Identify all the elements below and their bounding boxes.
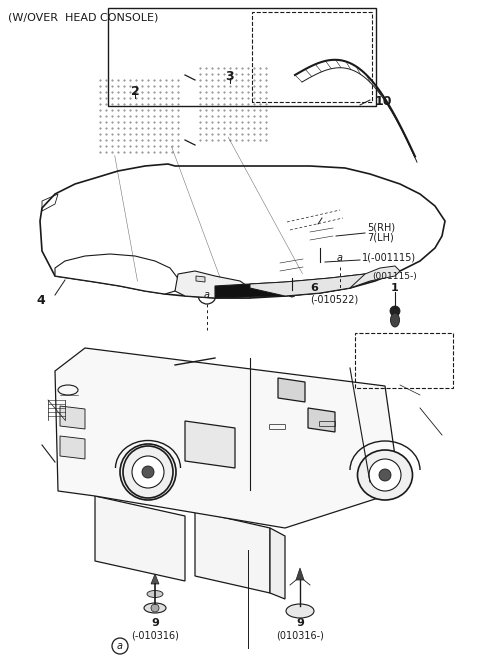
Polygon shape <box>60 436 85 459</box>
Polygon shape <box>270 528 285 599</box>
Text: a: a <box>337 253 343 263</box>
Ellipse shape <box>286 604 314 618</box>
Text: 5(RH): 5(RH) <box>367 223 395 233</box>
Circle shape <box>288 289 296 297</box>
Text: 9: 9 <box>151 618 159 628</box>
Circle shape <box>331 249 349 267</box>
Circle shape <box>151 604 159 612</box>
Polygon shape <box>250 274 370 296</box>
Text: 9: 9 <box>296 618 304 628</box>
Text: 10: 10 <box>375 95 393 108</box>
Text: (010316-): (010316-) <box>276 630 324 640</box>
Polygon shape <box>215 274 372 298</box>
Polygon shape <box>55 254 180 294</box>
Polygon shape <box>195 511 270 593</box>
Polygon shape <box>308 408 335 432</box>
Circle shape <box>369 459 401 491</box>
Polygon shape <box>175 271 250 298</box>
Polygon shape <box>196 276 205 282</box>
Polygon shape <box>55 348 400 528</box>
Text: a: a <box>204 290 210 300</box>
Polygon shape <box>350 266 400 288</box>
Circle shape <box>64 207 72 213</box>
Circle shape <box>112 638 128 654</box>
Circle shape <box>142 466 154 478</box>
Text: a: a <box>117 641 123 651</box>
Text: (-010316): (-010316) <box>131 630 179 640</box>
Ellipse shape <box>391 313 399 327</box>
Polygon shape <box>296 568 304 580</box>
Polygon shape <box>278 378 305 402</box>
Polygon shape <box>185 421 235 468</box>
Text: (-010522): (-010522) <box>310 295 358 305</box>
Text: (W/OVER  HEAD CONSOLE): (W/OVER HEAD CONSOLE) <box>8 12 158 22</box>
Text: 3: 3 <box>226 70 234 83</box>
Polygon shape <box>40 164 445 298</box>
Text: 2: 2 <box>131 85 139 98</box>
Circle shape <box>316 261 324 269</box>
Ellipse shape <box>147 590 163 598</box>
Text: 7(LH): 7(LH) <box>367 233 394 243</box>
Ellipse shape <box>123 446 173 498</box>
Circle shape <box>286 221 294 229</box>
Circle shape <box>336 208 344 216</box>
Ellipse shape <box>358 450 412 500</box>
Polygon shape <box>95 496 185 581</box>
Polygon shape <box>151 574 159 584</box>
Circle shape <box>379 469 391 481</box>
Ellipse shape <box>144 603 166 613</box>
Text: 4: 4 <box>36 293 45 306</box>
Circle shape <box>311 214 319 222</box>
Text: 1: 1 <box>391 283 399 293</box>
Text: 6: 6 <box>310 283 318 293</box>
Circle shape <box>390 306 400 316</box>
Circle shape <box>132 456 164 488</box>
Circle shape <box>198 286 216 304</box>
Polygon shape <box>60 406 85 429</box>
Circle shape <box>120 444 176 500</box>
Text: (001115-): (001115-) <box>372 272 418 281</box>
Circle shape <box>64 237 72 243</box>
Text: 1(-001115): 1(-001115) <box>362 253 416 263</box>
